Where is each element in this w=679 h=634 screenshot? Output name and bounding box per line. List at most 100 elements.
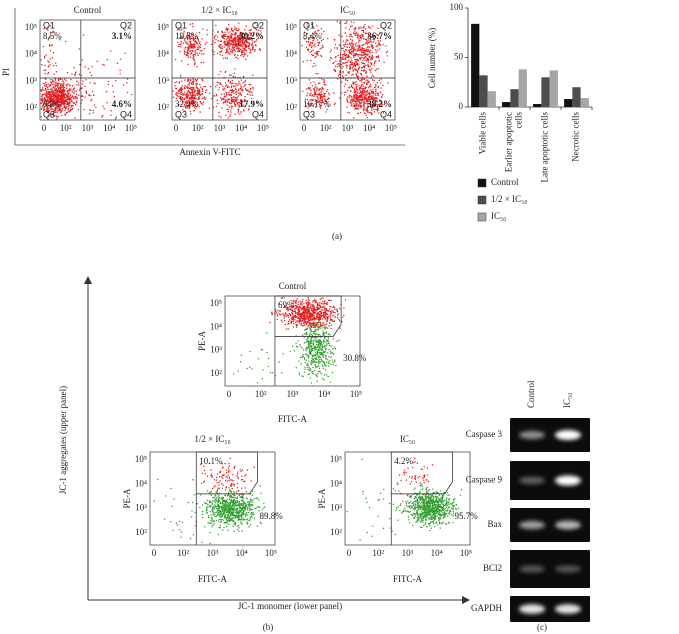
event-dot	[336, 309, 338, 311]
event-dot	[55, 89, 57, 92]
event-dot	[237, 109, 239, 111]
event-dot	[312, 303, 314, 306]
event-dot	[232, 75, 235, 78]
event-dot	[206, 29, 208, 31]
event-dot	[70, 96, 73, 98]
event-dot	[346, 96, 349, 98]
event-dot	[296, 313, 299, 316]
event-dot	[344, 57, 346, 60]
event-dot	[313, 62, 315, 65]
event-dot	[60, 94, 62, 96]
event-dot	[119, 58, 122, 60]
bar	[502, 102, 511, 107]
event-dot	[181, 60, 183, 62]
event-dot	[223, 46, 225, 48]
event-dot	[330, 300, 332, 302]
event-dot	[257, 101, 259, 103]
event-dot	[371, 113, 373, 116]
event-dot	[64, 109, 66, 112]
event-dot	[317, 351, 320, 354]
event-dot	[242, 55, 244, 58]
event-dot	[184, 84, 186, 87]
event-dot	[236, 528, 239, 531]
event-dot	[210, 474, 212, 477]
event-dot	[362, 29, 364, 32]
event-dot	[230, 107, 233, 109]
event-dot	[231, 33, 233, 36]
event-dot	[354, 52, 356, 55]
event-dot	[302, 60, 304, 63]
event-dot	[317, 327, 319, 329]
event-dot	[236, 46, 239, 48]
event-dot	[258, 29, 260, 32]
event-dot	[312, 326, 315, 329]
event-dot	[326, 352, 329, 354]
event-dot	[332, 311, 335, 314]
event-dot	[355, 107, 357, 110]
event-dot	[242, 75, 245, 78]
event-dot	[302, 349, 305, 351]
event-dot	[367, 59, 369, 62]
event-dot	[237, 37, 240, 40]
event-dot	[215, 105, 218, 108]
event-dot	[224, 462, 226, 465]
event-dot	[122, 84, 125, 86]
event-dot	[230, 109, 232, 111]
event-dot	[50, 78, 52, 81]
event-dot	[234, 85, 237, 87]
event-dot	[377, 109, 379, 112]
event-dot	[344, 299, 347, 301]
event-dot	[240, 44, 243, 47]
event-dot	[179, 50, 181, 53]
event-dot	[208, 516, 210, 519]
event-dot	[294, 321, 297, 324]
event-dot	[222, 529, 224, 531]
event-dot	[70, 78, 72, 81]
event-dot	[303, 316, 305, 318]
event-dot	[383, 61, 385, 64]
event-dot	[179, 95, 181, 98]
event-dot	[295, 306, 297, 308]
event-dot	[221, 467, 224, 469]
event-dot	[326, 302, 328, 304]
event-dot	[241, 469, 244, 471]
event-dot	[309, 82, 312, 84]
event-dot	[315, 99, 318, 102]
event-dot	[245, 89, 247, 91]
event-dot	[233, 98, 236, 101]
event-dot	[345, 48, 347, 51]
event-dot	[218, 481, 220, 484]
event-dot	[356, 97, 358, 99]
event-dot	[234, 34, 236, 36]
event-dot	[220, 483, 223, 485]
event-dot	[327, 37, 329, 40]
event-dot	[111, 85, 114, 87]
event-dot	[181, 85, 184, 87]
event-dot	[175, 94, 178, 96]
event-dot	[236, 36, 238, 39]
event-dot	[189, 45, 192, 47]
event-dot	[361, 46, 363, 49]
x-tick-label: 10²	[192, 123, 204, 133]
event-dot	[362, 49, 364, 52]
event-dot	[246, 469, 249, 471]
event-dot	[346, 79, 349, 82]
event-dot	[206, 475, 208, 477]
event-dot	[346, 65, 349, 67]
event-dot	[359, 58, 361, 61]
event-dot	[318, 341, 320, 343]
event-dot	[307, 364, 309, 367]
event-dot	[334, 69, 337, 71]
event-dot	[372, 41, 375, 43]
event-dot	[373, 75, 375, 78]
event-dot	[71, 91, 73, 93]
event-dot	[352, 98, 355, 100]
event-dot	[329, 316, 332, 318]
event-dot	[292, 320, 295, 323]
event-dot	[306, 327, 309, 329]
event-dot	[304, 309, 306, 311]
event-dot	[189, 97, 192, 99]
event-dot	[313, 305, 315, 307]
event-dot	[334, 70, 337, 73]
y-tick-label: 10⁴	[25, 49, 37, 59]
